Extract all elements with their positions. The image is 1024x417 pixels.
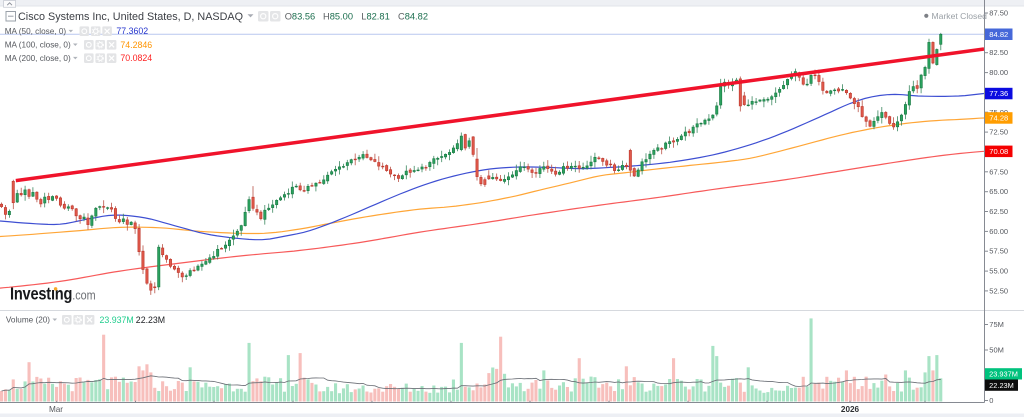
svg-text:72.50: 72.50 [989,128,1008,137]
svg-text:60.00: 60.00 [989,227,1008,236]
svg-text:L82.81: L82.81 [361,12,389,22]
svg-text:Cisco Systems Inc, United Stat: Cisco Systems Inc, United States, D, NAS… [18,11,243,23]
svg-text:52.50: 52.50 [989,286,1008,295]
svg-text:H85.00: H85.00 [323,12,353,22]
svg-text:2026: 2026 [841,405,860,414]
svg-text:74.28: 74.28 [989,114,1008,123]
svg-text:22.23M: 22.23M [989,381,1014,390]
svg-text:77.3602: 77.3602 [116,26,148,36]
svg-text:Investıng.com: Investıng.com [10,286,96,304]
svg-text:23.937M: 23.937M [100,315,134,325]
svg-text:57.50: 57.50 [989,247,1008,256]
svg-text:Market Closed: Market Closed [932,11,988,21]
svg-text:50M: 50M [989,346,1004,355]
svg-text:MA (200, close, 0): MA (200, close, 0) [5,54,71,63]
svg-text:62.50: 62.50 [989,207,1008,216]
svg-text:77.36: 77.36 [989,89,1008,98]
svg-text:23.937M: 23.937M [989,370,1018,379]
svg-text:80.00: 80.00 [989,68,1008,77]
svg-text:Mar: Mar [49,405,63,414]
svg-text:O83.56: O83.56 [285,12,316,22]
svg-text:70.0824: 70.0824 [120,53,152,63]
svg-text:87.50: 87.50 [989,9,1008,18]
svg-text:75M: 75M [989,320,1004,329]
svg-text:Volume (20): Volume (20) [6,316,50,325]
svg-text:MA (50, close, 0): MA (50, close, 0) [5,27,67,36]
svg-text:82.50: 82.50 [989,48,1008,57]
svg-text:70.08: 70.08 [989,147,1008,156]
svg-text:67.50: 67.50 [989,167,1008,176]
svg-text:22.23M: 22.23M [136,315,165,325]
svg-text:84.82: 84.82 [989,30,1008,39]
svg-text:55.00: 55.00 [989,267,1008,276]
svg-text:74.2846: 74.2846 [120,40,152,50]
svg-text:0: 0 [989,396,993,405]
svg-text:65.00: 65.00 [989,187,1008,196]
svg-text:MA (100, close, 0): MA (100, close, 0) [5,41,71,50]
svg-text:C84.82: C84.82 [398,12,428,22]
